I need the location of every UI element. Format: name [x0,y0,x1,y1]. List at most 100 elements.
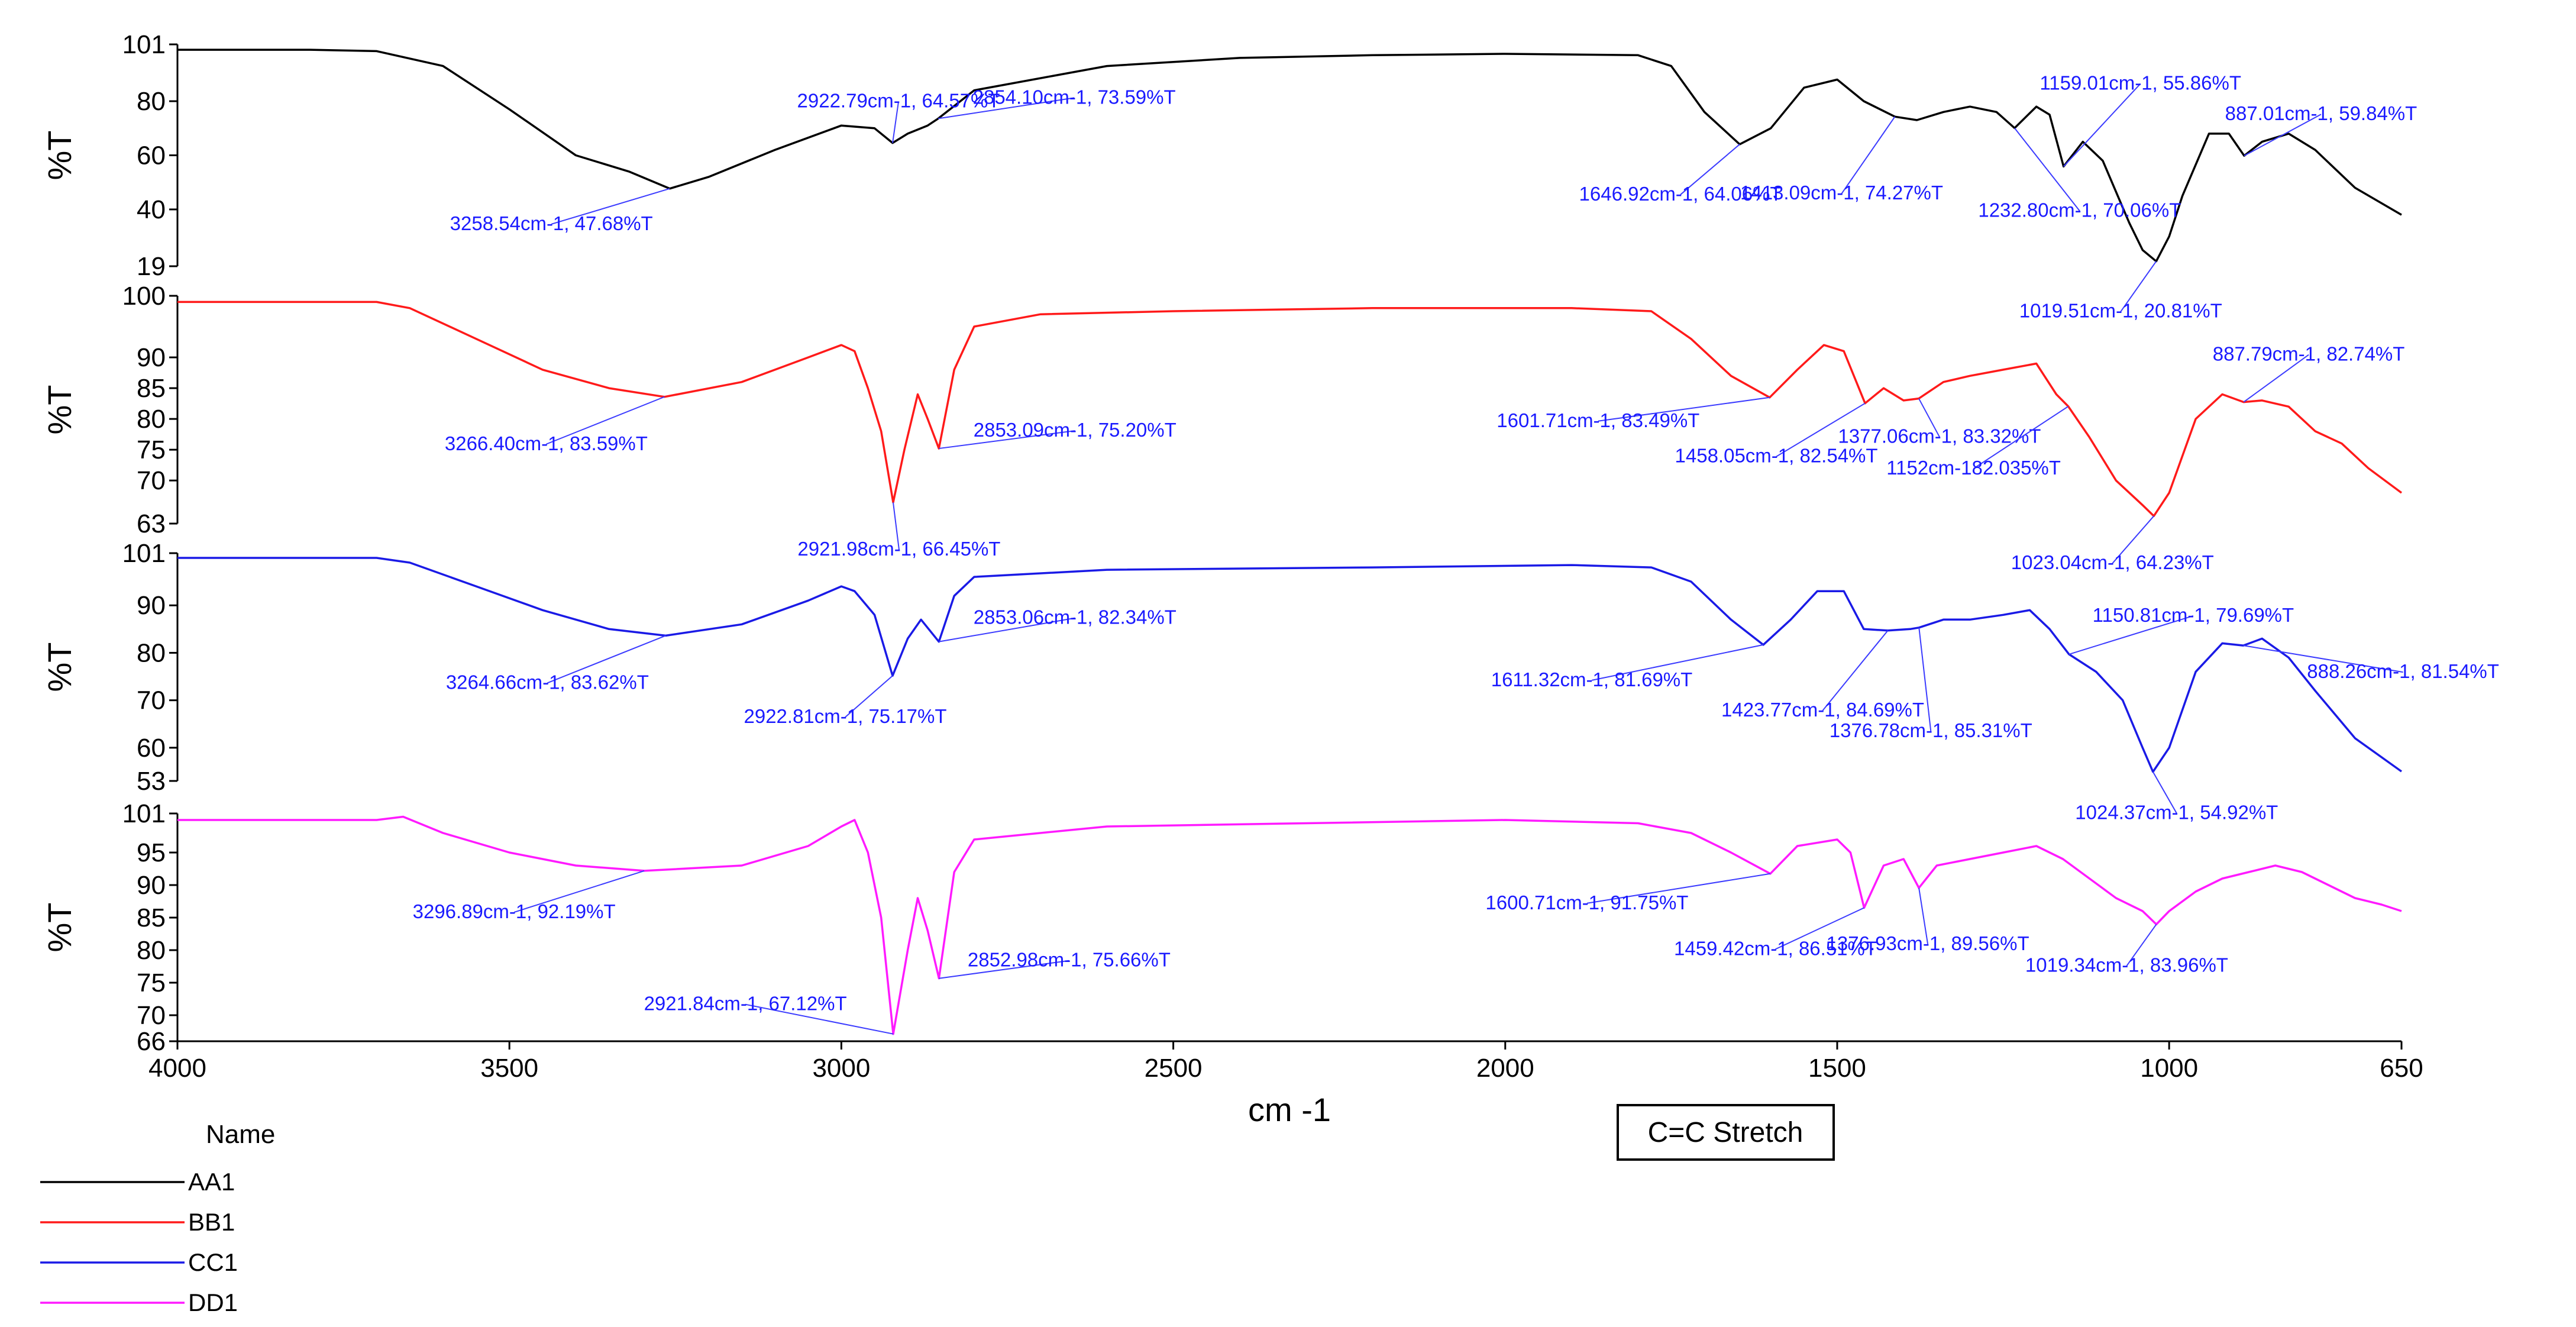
annotation-label-aa1: 2922.79cm-1, 64.57%T [797,90,1000,112]
note-text: C=C Stretch [1648,1117,1803,1148]
annotation-leader-cc1 [939,617,1075,642]
annotation-label-aa1: 1019.51cm-1, 20.81%T [2019,300,2222,322]
legend: Name AA1 BB1 CC1 DD1 [40,1120,275,1316]
annotation-label-bb1: 1377.06cm-1, 83.32%T [1838,425,2041,447]
annotation-label-aa1: 2854.10cm-1, 73.59%T [973,86,1176,108]
annotation-leader-dd1 [513,870,645,913]
legend-label-bb1: BB1 [188,1208,235,1236]
x-tick-label: 1500 [1808,1054,1866,1083]
annotation-label-cc1: 1150.81cm-1, 79.69%T [2093,604,2294,626]
y-axis-label-aa1: %T [41,131,78,180]
annotation-label-aa1: 3258.54cm-1, 47.68%T [450,212,653,234]
note-box: C=C Stretch [1617,1104,1835,1161]
x-axis: 4000 3500 3000 2500 2000 1500 1000 650 [148,1040,2423,1083]
y-tick-label-cc1: 101 [122,539,166,568]
annotation-leader-bb1 [1918,398,1940,438]
annotation-label-dd1: 2921.84cm-1, 67.12%T [644,993,847,1015]
x-tick-label: 1000 [2140,1054,2198,1083]
y-tick-label-dd1: 80 [137,936,166,965]
y-tick-label-aa1: 19 [137,252,166,281]
annotation-leader-bb1 [1973,406,2069,469]
x-axis-label: cm -1 [1248,1091,1331,1128]
annotation-label-aa1: 1159.01cm-1, 55.86%T [2040,72,2241,93]
y-tick-label-dd1: 70 [137,1001,166,1030]
legend-label-cc1: CC1 [188,1248,238,1276]
y-tick-label-dd1: 101 [122,799,166,828]
y-tick-label-cc1: 70 [137,686,166,715]
y-tick-label-aa1: 101 [122,30,166,59]
annotation-leader-bb1 [1776,402,1866,457]
y-tick-label-cc1: 90 [137,591,166,620]
y-tick-label-aa1: 60 [137,141,166,170]
panel-cc1: 101 90 80 70 60 53 %T 3264.66cm-1, 83.62%T 2922.… [41,539,2499,824]
annotation-leader-dd1 [745,1003,894,1035]
series-line-bb1 [177,301,2403,517]
annotation-leader-dd1 [2126,924,2157,967]
annotation-label-bb1: 2853.09cm-1, 75.20%T [974,419,1177,441]
annotation-leader-aa1 [2063,83,2141,167]
y-tick-label-aa1: 80 [137,87,166,116]
annotation-leader-aa1 [2014,127,2080,212]
x-tick-label: 2500 [1145,1054,1203,1083]
y-axis-label-dd1: %T [41,903,78,953]
x-tick-label: 650 [2380,1054,2423,1083]
y-tick-label-dd1: 90 [137,871,166,900]
y-tick-label-bb1: 75 [137,435,166,464]
annotation-label-aa1: 1413.09cm-1, 74.27%T [1740,182,1943,204]
annotation-label-cc1: 2922.81cm-1, 75.17%T [744,705,947,727]
y-tick-label-cc1: 60 [137,734,166,763]
annotation-label-dd1: 2852.98cm-1, 75.66%T [968,949,1171,971]
annotation-label-aa1: 1646.92cm-1, 64.06%T [1579,183,1782,205]
series-line-cc1 [177,557,2403,773]
y-tick-label-dd1: 95 [137,838,166,867]
annotation-leader-bb1 [546,396,665,445]
annotation-leader-bb1 [939,430,1075,450]
y-axis-label-bb1: %T [41,385,78,435]
annotation-label-aa1: 887.01cm-1, 59.84%T [2225,102,2417,124]
annotation-label-cc1: 1423.77cm-1, 84.69%T [1721,699,1924,721]
y-tick-label-cc1: 53 [137,767,166,796]
y-tick-label-cc1: 80 [137,638,166,667]
y-tick-label-bb1: 63 [137,509,166,538]
annotation-label-dd1: 1376.93cm-1, 89.56%T [1827,932,2029,954]
series-line-dd1 [177,815,2402,1035]
annotation-label-bb1: 3266.40cm-1, 83.59%T [445,432,648,454]
annotation-leader-aa1 [2120,261,2157,312]
chart-panels: 101 80 60 40 19 %T 3258.54cm-1, 47.68%T 2922.79… [41,30,2499,1056]
annotation-label-cc1: 1611.32cm-1, 81.69%T [1491,669,1693,690]
annotation-label-bb1: 2921.98cm-1, 66.45%T [797,538,1000,560]
annotation-leader-dd1 [1586,873,1771,904]
annotation-leader-dd1 [939,960,1069,979]
annotation-leader-cc1 [1591,644,1764,681]
y-tick-label-bb1: 90 [137,343,166,372]
y-tick-label-bb1: 70 [137,466,166,495]
annotation-leader-dd1 [1775,907,1864,950]
annotation-leader-cc1 [1822,630,1889,711]
y-tick-label-dd1: 66 [137,1027,166,1056]
annotation-leader-bb1 [1598,396,1770,422]
annotation-label-bb1: 1023.04cm-1, 64.23%T [2011,551,2214,573]
annotation-label-cc1: 1376.78cm-1, 85.31%T [1830,719,2032,741]
y-tick-label-bb1: 80 [137,405,166,434]
legend-label-aa1: AA1 [188,1168,235,1196]
y-tick-label-bb1: 85 [137,374,166,403]
annotation-label-dd1: 1459.42cm-1, 86.51%T [1674,937,1877,959]
note-box-frame [1617,1104,1835,1161]
x-tick-label: 4000 [148,1054,206,1083]
legend-label-dd1: DD1 [188,1289,238,1316]
annotation-leader-bb1 [2112,515,2155,564]
annotation-label-bb1: 887.79cm-1, 82.74%T [2213,343,2405,365]
y-axis-label-cc1: %T [41,642,78,692]
y-tick-label-dd1: 75 [137,968,166,997]
panel-aa1: 101 80 60 40 19 %T 3258.54cm-1, 47.68%T 2922.79… [41,30,2417,322]
annotation-label-cc1: 1024.37cm-1, 54.92%T [2075,802,2278,824]
annotation-label-cc1: 3264.66cm-1, 83.62%T [446,671,649,693]
x-tick-label: 3000 [812,1054,870,1083]
annotation-leader-bb1 [2243,354,2309,403]
annotation-leader-cc1 [2152,771,2177,814]
annotation-leader-cc1 [1918,627,1932,731]
legend-title: Name [206,1120,275,1149]
annotation-label-dd1: 3296.89cm-1, 92.19%T [413,900,616,922]
series-line-aa1 [177,49,2402,263]
